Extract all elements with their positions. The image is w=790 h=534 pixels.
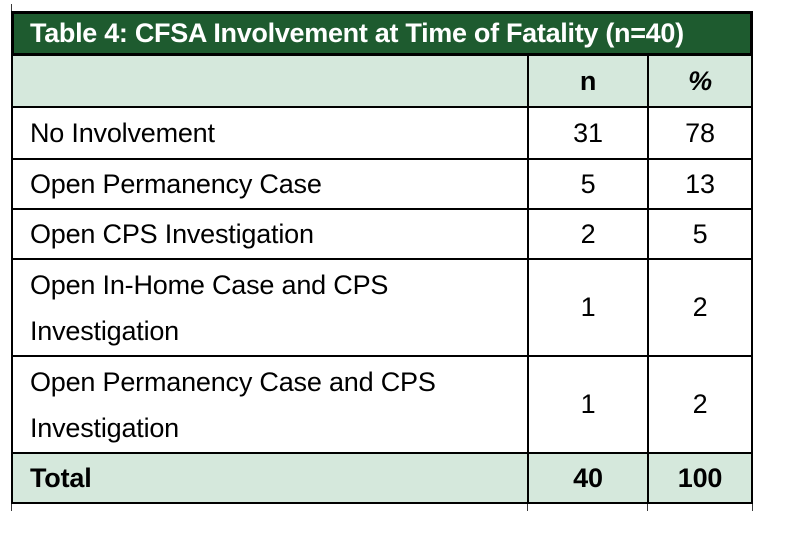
row-n-cell: 31 [529,108,649,158]
row-pct-cell: 2 [692,292,708,322]
table-header-row: n % [13,56,751,108]
row-n-cell: 5 [529,160,649,208]
table-row: Open Permanency Case and CPS Investigati… [13,357,751,454]
row-n-cell: 1 [529,357,649,452]
row-pct-cell: 5 [692,218,708,249]
grid-line-stub-top-left [11,4,12,12]
total-pct-cell: 100 [677,462,723,493]
row-label-cell: Open In-Home Case and CPS Investigation [13,260,529,355]
total-n-cell: 40 [529,454,649,502]
row-label-cell: Open Permanency Case [13,160,529,208]
table-grid: n % No Involvement 31 78 Open Permanency… [11,56,753,504]
grid-line-stub-bottom-right [752,504,753,511]
row-label-cell: No Involvement [13,108,529,158]
header-pct-cell: % [688,65,712,96]
table-row: Open Permanency Case 5 13 [13,160,751,210]
table-row: Open CPS Investigation 2 5 [13,210,751,260]
header-label-cell [13,56,529,106]
grid-line-stub-bottom-left [11,504,12,511]
grid-line-stub-bottom-col2 [647,504,648,511]
row-pct-cell: 13 [685,168,715,199]
table-title-bar: Table 4: CFSA Involvement at Time of Fat… [11,11,753,56]
table-title: Table 4: CFSA Involvement at Time of Fat… [30,18,684,48]
row-label-cell: Open Permanency Case and CPS Investigati… [13,357,529,452]
grid-line-stub-bottom-col1 [527,504,528,511]
row-pct-cell: 78 [685,117,715,148]
row-label-cell: Open CPS Investigation [13,210,529,258]
row-pct-cell: 2 [692,389,708,419]
header-n-cell: n [529,56,649,106]
table-4-cfsa-involvement: Table 4: CFSA Involvement at Time of Fat… [11,11,753,504]
row-n-cell: 1 [529,260,649,355]
table-row: No Involvement 31 78 [13,108,751,160]
table-row: Open In-Home Case and CPS Investigation … [13,260,751,357]
row-n-cell: 2 [529,210,649,258]
total-label-cell: Total [13,454,529,502]
table-total-row: Total 40 100 [13,454,751,502]
